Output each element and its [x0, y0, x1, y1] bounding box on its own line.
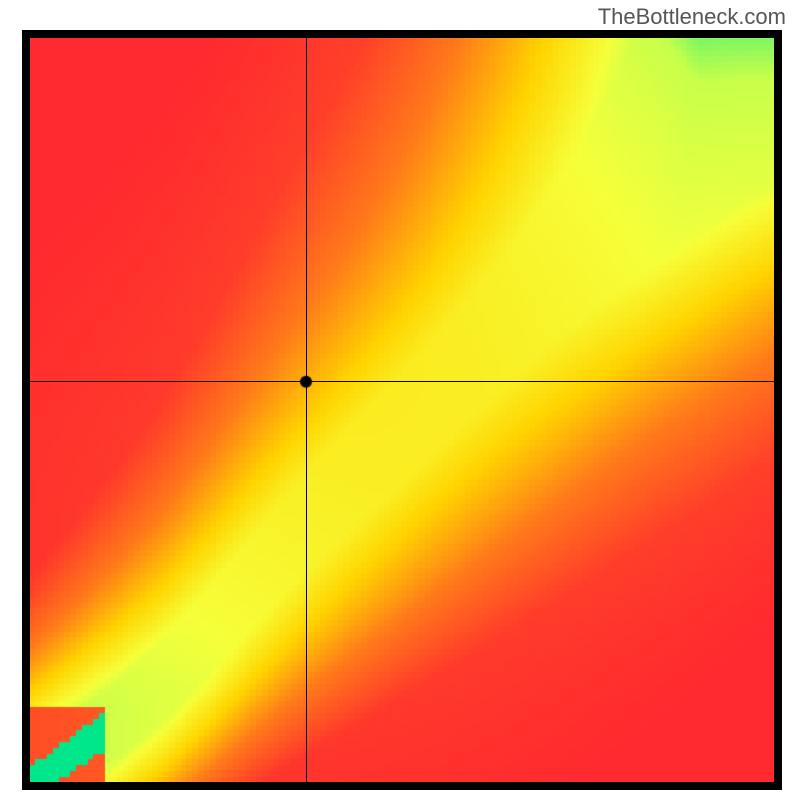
crosshair-dot [0, 0, 800, 800]
chart-container: TheBottleneck.com [0, 0, 800, 800]
attribution-label: TheBottleneck.com [598, 4, 786, 30]
